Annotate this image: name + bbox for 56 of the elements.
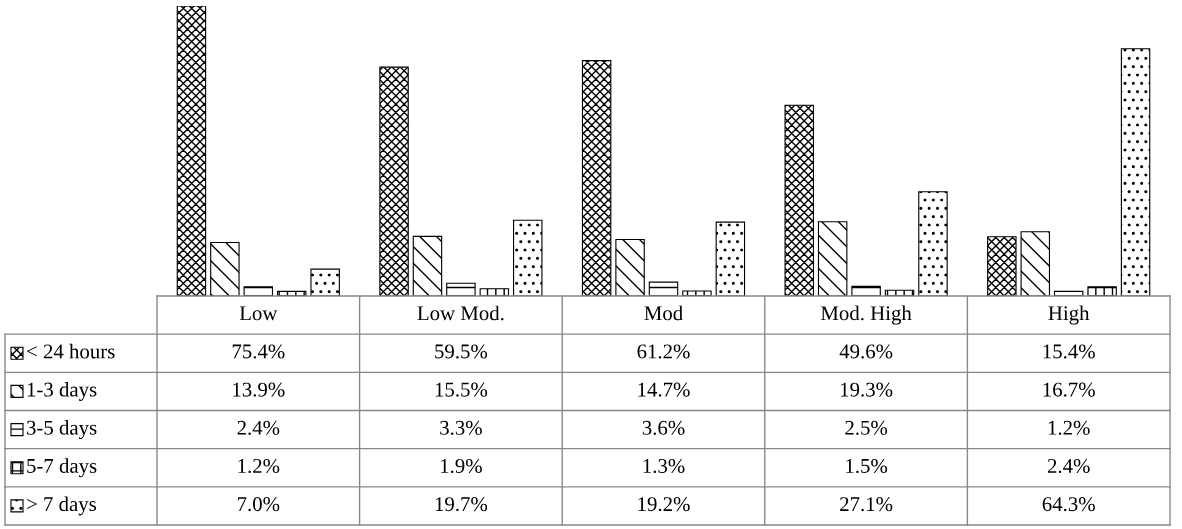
bar: [615, 238, 645, 296]
bar: [1120, 48, 1151, 296]
x-tick-label: Low: [239, 306, 278, 321]
bar: [581, 60, 612, 296]
data-label: 16.7%: [1043, 382, 1095, 397]
bar: [513, 219, 543, 296]
data-label: 13.9%: [233, 382, 285, 397]
data-label: 64.3%: [1042, 497, 1095, 512]
data-label: 27.1%: [840, 497, 893, 512]
bar: [1020, 231, 1051, 296]
bar: [987, 236, 1017, 296]
bar: [715, 221, 746, 296]
data-label: 59.5%: [435, 344, 488, 359]
bar: [210, 241, 240, 296]
bar: [784, 104, 814, 296]
data-label: 3.3%: [440, 420, 482, 435]
bar: [479, 288, 510, 296]
bar: [817, 221, 848, 296]
data-label: 49.6%: [839, 344, 893, 359]
legend-label: 1-3 days: [27, 381, 97, 401]
data-label: 1.2%: [238, 458, 280, 474]
data-label: 2.5%: [845, 420, 888, 435]
bar: [310, 268, 340, 296]
data-label: 15.5%: [435, 382, 488, 397]
data-label: 7.0%: [237, 497, 280, 512]
x-tick-label: Low Mod.: [417, 305, 504, 321]
x-tick-label: Mod. High: [820, 305, 912, 325]
data-label: 19.7%: [435, 497, 488, 512]
data-label: 15.4%: [1043, 344, 1095, 359]
data-label: 2.4%: [237, 420, 280, 435]
legend-label: < 24 hours: [27, 343, 115, 359]
x-tick-label: High: [1048, 305, 1090, 325]
bar: [176, 6, 207, 296]
bar: [379, 66, 409, 296]
data-label: 19.3%: [841, 382, 893, 397]
bar: [446, 282, 476, 296]
data-label: 1.5%: [846, 458, 888, 474]
legend-label: 3-5 days: [27, 420, 97, 440]
data-label: 1.9%: [441, 458, 482, 474]
data-label: 61.2%: [637, 344, 690, 359]
bar: [918, 191, 948, 296]
x-tick-label: Mod: [644, 305, 683, 321]
data-label: 3.6%: [642, 420, 685, 435]
data-label: 75.4%: [232, 344, 285, 359]
legend-label: 5-7 days: [27, 458, 97, 478]
legend-label: > 7 days: [27, 496, 97, 516]
data-label: 1.2%: [1048, 420, 1090, 435]
bar: [412, 235, 443, 296]
data-label: 1.3%: [643, 458, 685, 474]
bar: [682, 290, 712, 296]
bar: [1087, 286, 1117, 296]
bar: [243, 286, 274, 296]
data-label: 19.2%: [638, 497, 690, 512]
bar: [851, 285, 881, 296]
data-label: 14.7%: [638, 382, 690, 397]
data-label: 2.4%: [1047, 458, 1090, 474]
